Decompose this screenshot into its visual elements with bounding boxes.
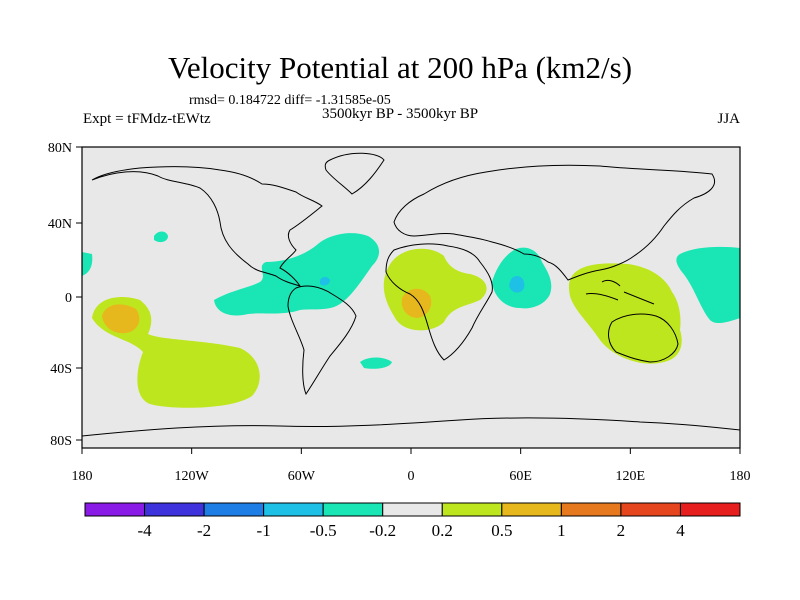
lon-label: 180: [730, 469, 751, 484]
colorbar-swatch: [144, 502, 205, 517]
colorbar-label: -0.2: [369, 521, 396, 540]
coast-north-america: [91, 166, 323, 287]
experiment-label: Expt = tFMdz-tEWtz: [83, 111, 211, 127]
colorbar-swatch: [620, 502, 681, 517]
contour-fields: [82, 231, 740, 408]
lat-label: 0: [65, 291, 72, 306]
contour-negative-north-pacific: [154, 231, 168, 243]
chart-title: Velocity Potential at 200 hPa (km2/s): [167, 50, 633, 85]
lon-label: 0: [408, 469, 415, 484]
contour-negative-west-pacific: [676, 246, 740, 324]
coast-indonesia: [585, 279, 655, 305]
colorbar-label: -4: [137, 521, 152, 540]
colorbar-label: 0.5: [491, 521, 512, 540]
contour-positive-maritime: [568, 263, 682, 364]
contour-core-africa: [401, 288, 432, 318]
coastlines: [82, 152, 740, 437]
colorbar-label: 4: [676, 521, 685, 540]
colorbar: -4 -2 -1 -0.5 -0.2 0.2 0.5 1 2 4: [84, 502, 741, 540]
period-label: 3500kyr BP - 3500kyr BP: [322, 106, 479, 122]
lon-label: 60W: [288, 469, 316, 484]
colorbar-swatch: [560, 502, 622, 517]
axes: 180 120W 60W 0 60E 120E 180 80N 40N 0 40S 80S: [48, 141, 751, 484]
colorbar-swatch: [263, 502, 324, 517]
colorbar-swatch: [203, 502, 265, 517]
colorbar-swatch: [322, 502, 384, 517]
season-label: JJA: [717, 111, 740, 127]
stats-text: rmsd= 0.184722 diff= -1.31585e-05: [189, 93, 391, 108]
colorbar-swatch: [501, 502, 562, 517]
lat-label: 40N: [48, 217, 72, 232]
contour-negative-atlantic: [214, 233, 380, 316]
colorbar-label: -1: [257, 521, 271, 540]
contour-core-south-pacific: [102, 304, 140, 334]
colorbar-label: 2: [617, 521, 626, 540]
coast-australia: [608, 313, 679, 363]
lon-label: 180: [72, 469, 93, 484]
contour-negative-west-edge: [82, 252, 93, 276]
coast-eurasia: [393, 164, 716, 281]
lon-label: 120W: [175, 469, 210, 484]
colorbar-swatch: [84, 502, 146, 517]
colorbar-label: 0.2: [432, 521, 453, 540]
lat-label: 80N: [48, 141, 72, 156]
colorbar-label: -0.5: [310, 521, 337, 540]
contour-core-arabian-sea: [509, 276, 525, 293]
colorbar-swatch: [441, 502, 503, 517]
contour-core-caribbean: [320, 277, 330, 286]
contour-negative-south-atlantic: [360, 357, 392, 369]
coast-africa: [385, 243, 493, 361]
colorbar-swatch: [679, 502, 741, 517]
coast-antarctica: [82, 417, 740, 437]
lat-label: 40S: [50, 362, 72, 377]
lat-label: 80S: [50, 434, 72, 449]
coast-greenland: [324, 152, 385, 195]
lon-label: 60E: [509, 469, 532, 484]
colorbar-label: 1: [557, 521, 566, 540]
lon-label: 120E: [616, 469, 646, 484]
colorbar-label: -2: [197, 521, 211, 540]
coast-south-america: [287, 285, 357, 396]
colorbar-swatch: [382, 502, 443, 517]
